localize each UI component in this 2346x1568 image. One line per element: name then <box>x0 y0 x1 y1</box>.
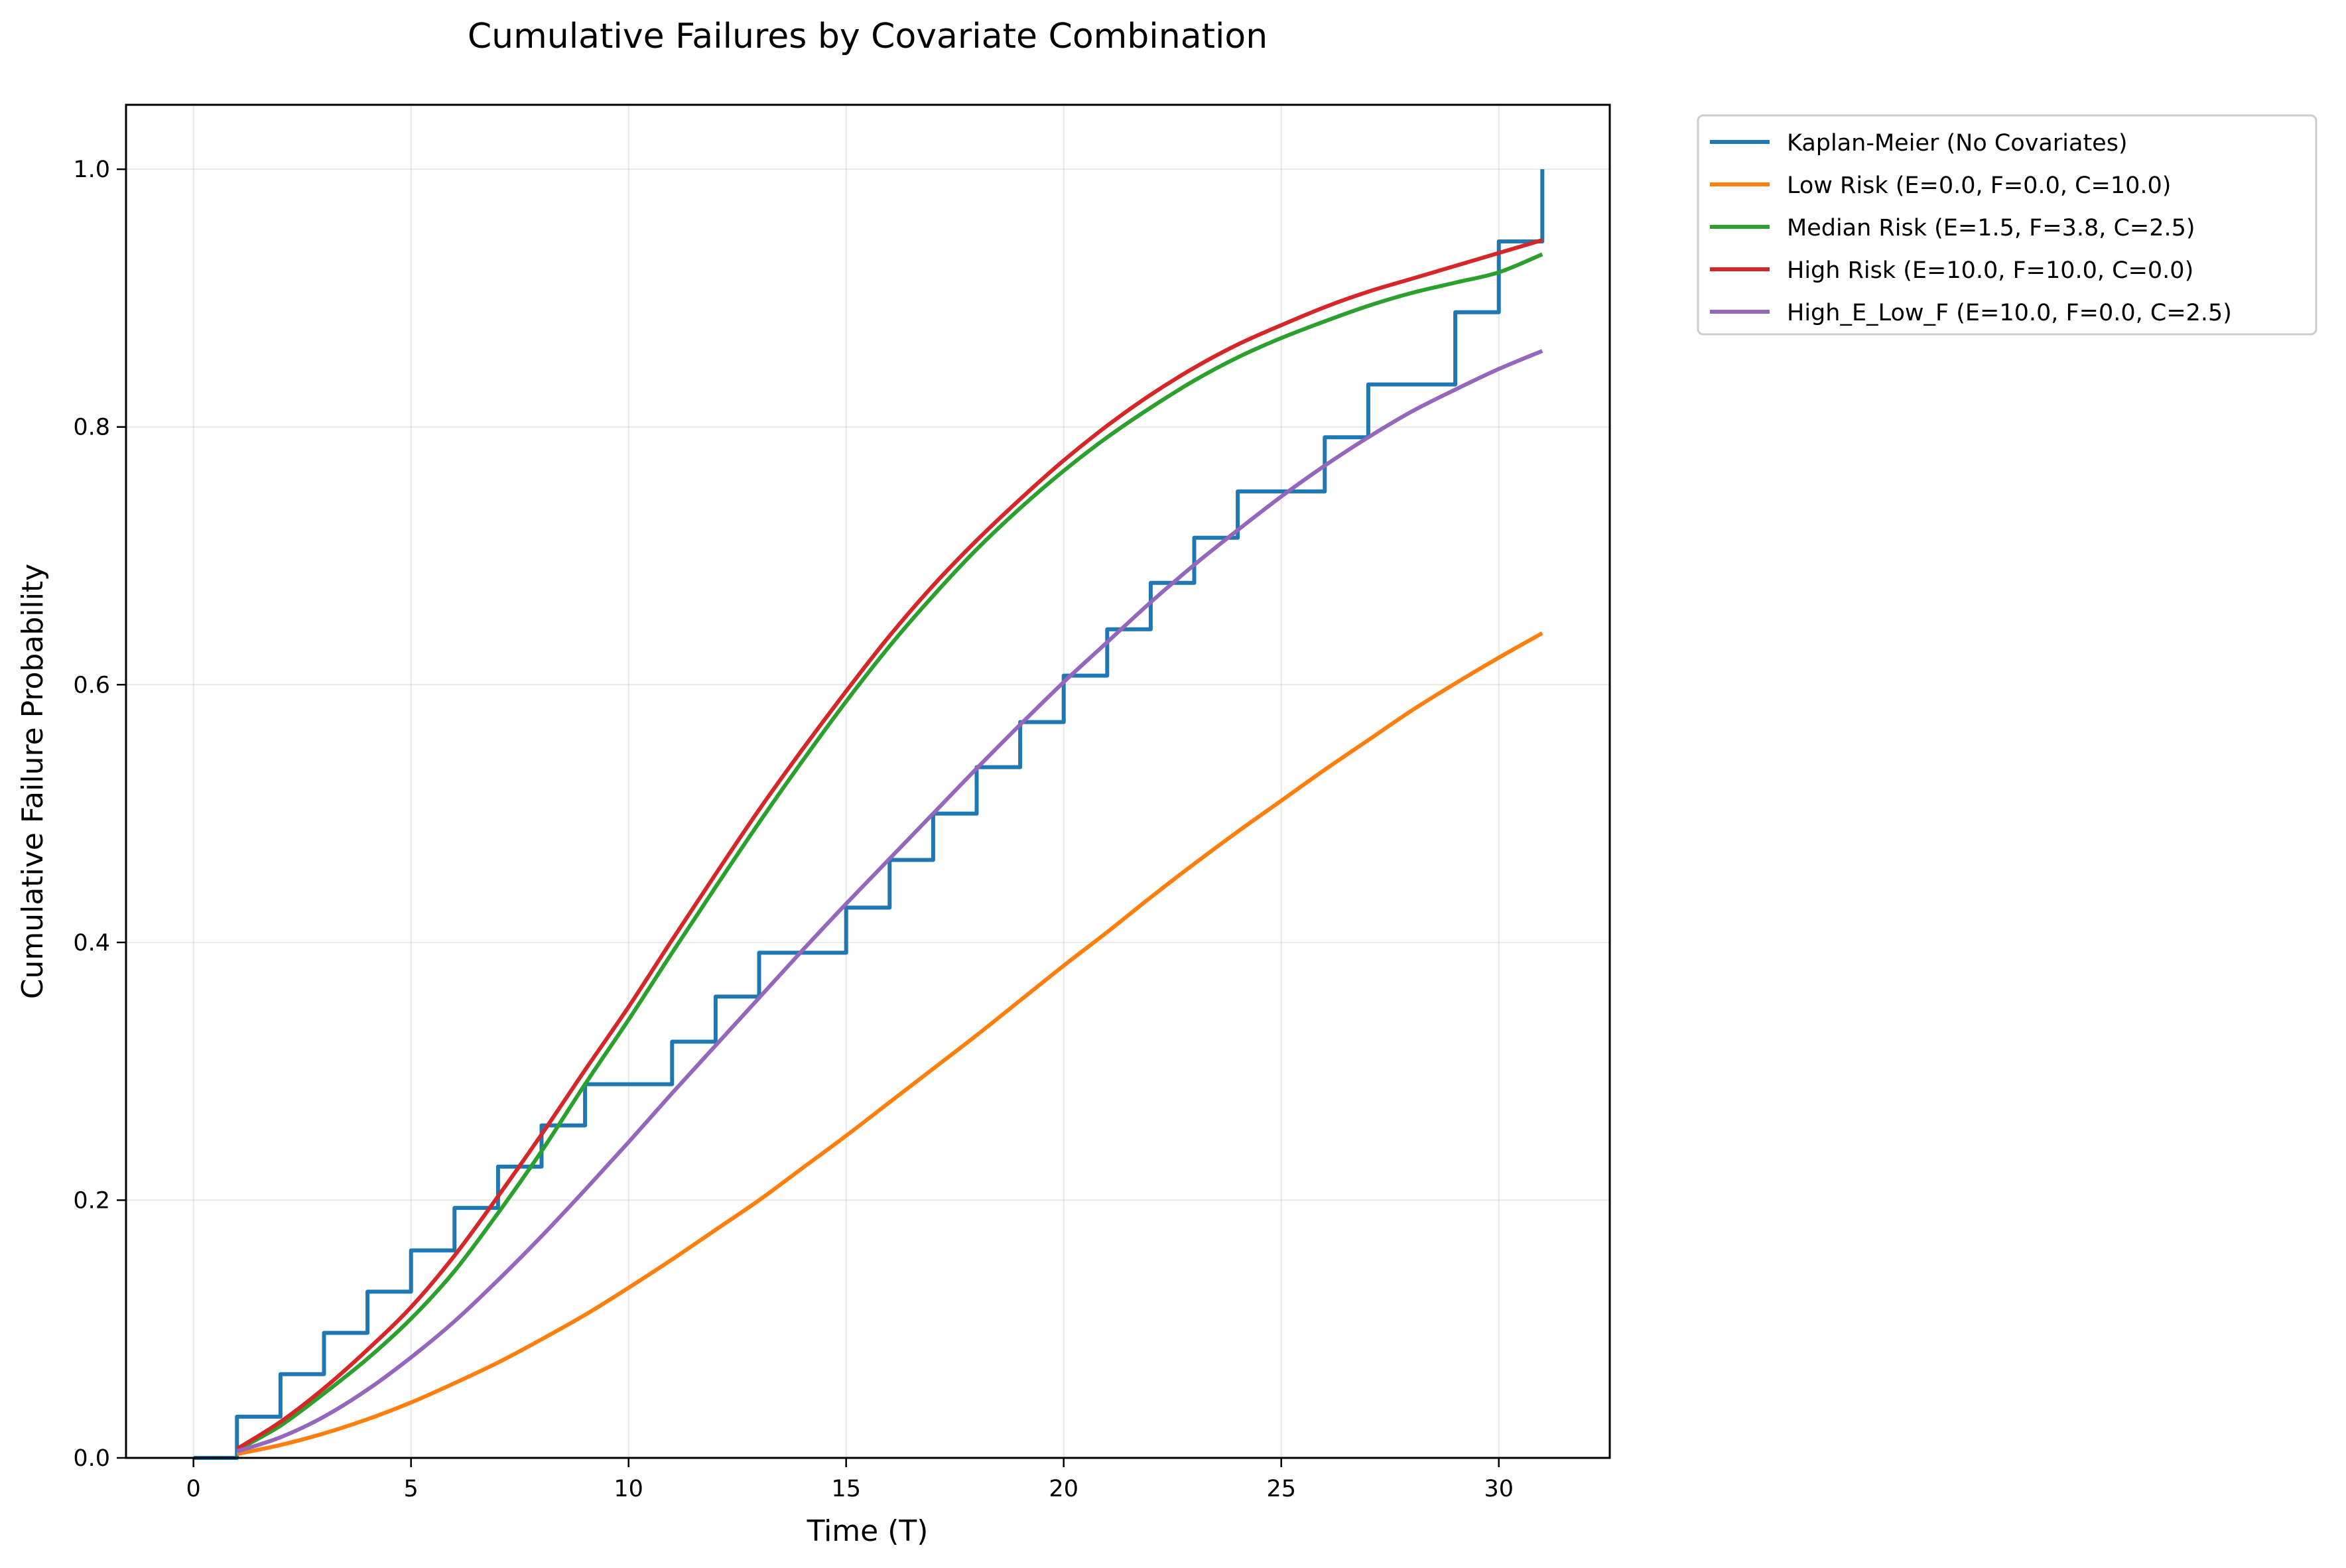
x-tick-label: 5 <box>404 1476 419 1502</box>
series-line-4 <box>236 349 1543 1454</box>
y-tick-label: 1.0 <box>73 157 110 183</box>
legend-frame <box>1697 114 2317 336</box>
x-tick-label: 30 <box>1484 1476 1514 1502</box>
series-line-0 <box>193 169 1545 1460</box>
y-axis-label: Cumulative Failure Probability <box>16 564 50 999</box>
legend-label: Low Risk (E=0.0, F=0.0, C=10.0) <box>1787 172 2171 199</box>
legend-label: High Risk (E=10.0, F=10.0, C=0.0) <box>1787 257 2193 284</box>
x-tick-label: 25 <box>1266 1476 1296 1502</box>
y-tick-label: 0.6 <box>73 672 110 698</box>
legend: Kaplan-Meier (No Covariates) Low Risk (E=… <box>1697 114 2317 336</box>
y-tick-label: 0.8 <box>73 415 110 441</box>
legend-label: High_E_Low_F (E=10.0, F=0.0, C=2.5) <box>1787 300 2232 326</box>
y-tick-label: 0.2 <box>73 1187 110 1214</box>
legend-label: Median Risk (E=1.5, F=3.8, C=2.5) <box>1787 215 2195 241</box>
x-tick-label: 20 <box>1049 1476 1078 1502</box>
y-tick-label: 0.4 <box>73 930 110 956</box>
y-tick-label: 0.0 <box>73 1445 110 1472</box>
legend-label: Kaplan-Meier (No Covariates) <box>1787 130 2128 157</box>
series-layer <box>193 169 1545 1460</box>
x-tick-label: 10 <box>614 1476 643 1502</box>
series-line-3 <box>235 238 1543 1451</box>
plot-frame <box>125 103 1611 1459</box>
x-tick-label: 15 <box>831 1476 861 1502</box>
chart-title: Cumulative Failures by Covariate Combina… <box>468 17 1268 56</box>
series-line-2 <box>235 252 1543 1452</box>
x-axis-label: Time (T) <box>807 1514 929 1548</box>
series-line-1 <box>236 631 1543 1457</box>
x-axis: 0 5 10 15 20 25 30 <box>186 1458 1514 1502</box>
x-tick-label: 0 <box>186 1476 201 1502</box>
y-axis: 0.0 0.2 0.4 0.6 0.8 1.0 <box>73 157 126 1472</box>
